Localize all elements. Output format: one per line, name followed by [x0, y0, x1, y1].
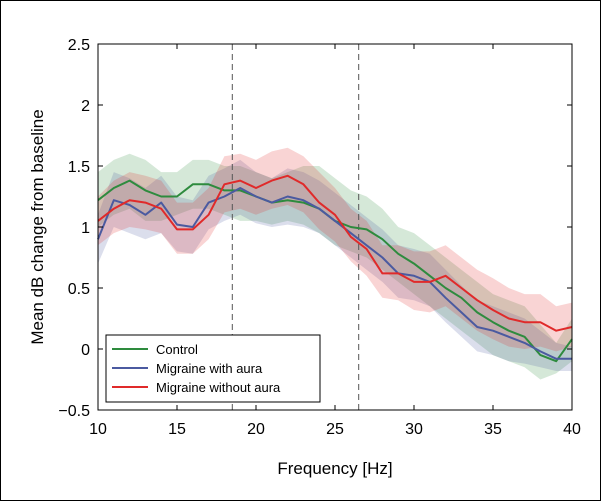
x-tick-label: 30	[405, 421, 423, 438]
y-tick-label: 2	[81, 98, 90, 115]
x-tick-label: 10	[89, 421, 107, 438]
series-line-1	[97, 187, 572, 360]
legend: Control Migraine with aura Migraine withou…	[105, 334, 321, 403]
band-series-0	[98, 153, 572, 380]
y-axis-ticks: −0.5 0 0.5 1 1.5 2 2.5	[58, 37, 572, 420]
y-tick-label: 2.5	[68, 37, 90, 54]
y-tick-label: −0.5	[58, 403, 90, 420]
x-axis-ticks: 10 15 20 25 30 35 40	[89, 44, 581, 438]
y-tick-label: 1	[81, 220, 90, 237]
x-tick-label: 40	[563, 421, 581, 438]
x-axis-label: Frequency [Hz]	[277, 459, 392, 478]
y-tick-label: 1.5	[68, 159, 90, 176]
y-tick-label: 0.5	[68, 281, 90, 298]
legend-label: Migraine without aura	[156, 380, 281, 395]
x-tick-label: 20	[247, 421, 265, 438]
band-series-1	[98, 159, 572, 371]
y-axis-label: Mean dB change from baseline	[28, 109, 47, 344]
series-lines	[97, 174, 573, 363]
x-tick-label: 15	[168, 421, 186, 438]
legend-label: Migraine with aura	[156, 361, 263, 376]
series-line-2	[97, 174, 573, 332]
legend-label: Control	[156, 342, 198, 357]
y-tick-label: 0	[81, 342, 90, 359]
x-tick-label: 25	[326, 421, 344, 438]
x-tick-label: 35	[484, 421, 502, 438]
